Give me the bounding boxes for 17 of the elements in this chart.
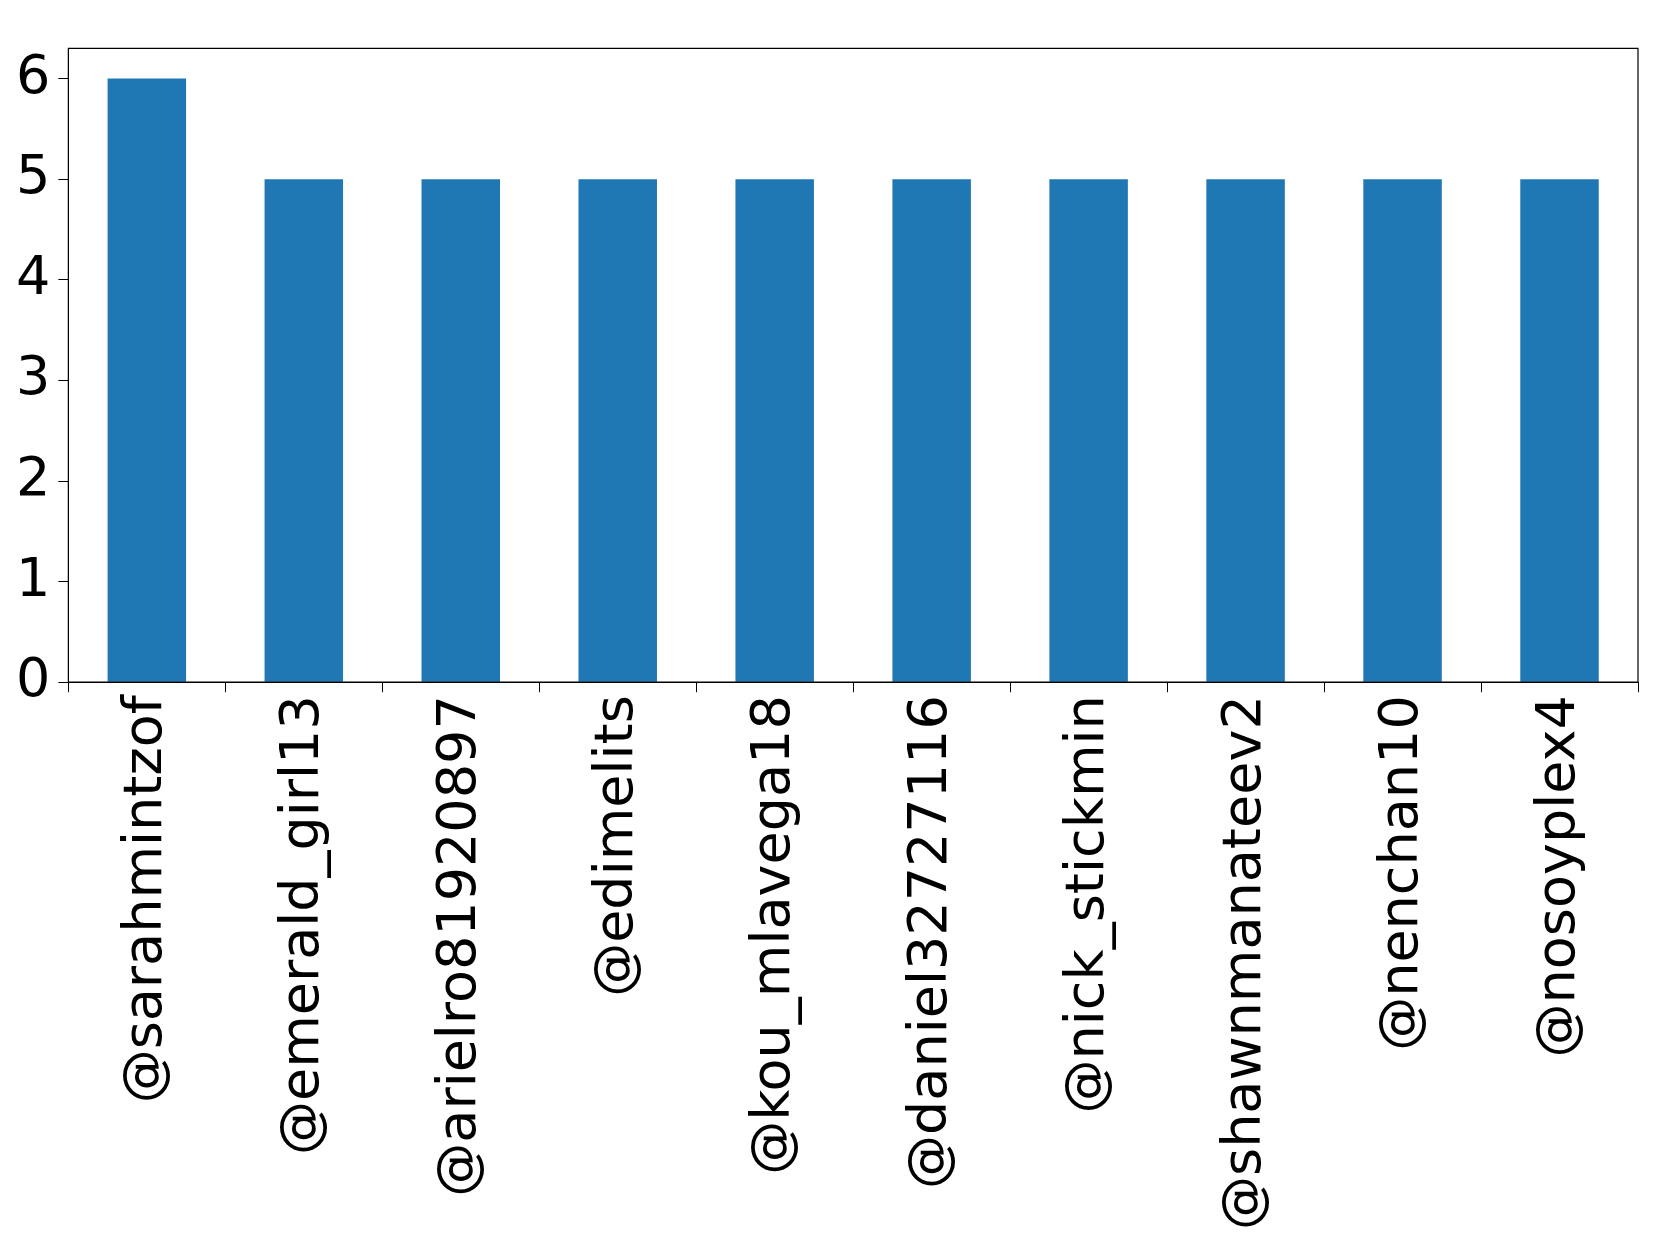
x-tick-label: @edimelits [581,695,645,997]
x-tick-label: @daniel32727116 [895,695,959,1189]
y-tick-label: 3 [16,344,51,408]
y-tick-label: 1 [16,545,51,609]
y-tick-label: 2 [16,445,51,509]
x-tick-label: @arielro81920897 [424,695,488,1197]
x-tick-label: @sarahmintzof [110,693,174,1104]
y-tick-label: 0 [16,646,51,710]
y-tick-label: 5 [16,143,51,207]
x-tick-label: @shawnmanateev2 [1209,695,1273,1230]
y-tick-label: 6 [16,42,51,106]
x-tick-label: @kou_mlavega18 [738,695,802,1175]
y-tick-label: 4 [16,243,51,307]
x-tick-label: @nick_stickmin [1052,695,1116,1114]
x-tick-label: @nosoyplex4 [1523,695,1587,1058]
x-tick-label: @emerald_girl13 [267,695,331,1156]
x-tick-label: @nenchan10 [1366,695,1430,1051]
